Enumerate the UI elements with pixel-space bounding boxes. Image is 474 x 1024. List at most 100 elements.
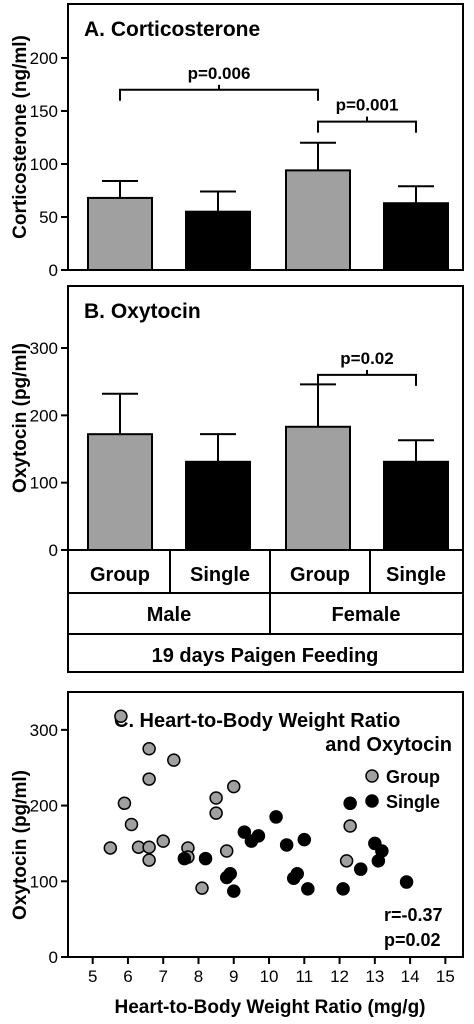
scatter-point-single [286,871,301,886]
scatter-point-group [209,791,223,805]
x-tick-label: 7 [158,967,167,986]
table-cell-female: Female [332,604,401,626]
x-tick-label: 10 [260,967,279,986]
group-table-frame [67,549,464,673]
bar [285,425,351,551]
legend-label-single: Single [386,792,440,812]
significance-label: p=0.001 [336,96,399,115]
legend-marker-single [365,794,379,808]
y-tick-label: 150 [30,102,58,121]
scatter-point-group [117,796,132,811]
panel-b-title: B. Oxytocin [84,300,201,323]
significance-label: p=0.02 [340,349,393,368]
scatter-point-single [301,882,315,896]
y-tick-label: 200 [30,797,58,816]
significance-label: p=0.006 [188,64,251,83]
scatter-point-single [219,870,234,885]
panel-c-frame [67,691,464,958]
panel-a-title: A. Corticosterone [84,18,260,41]
legend-label-group: Group [386,767,440,787]
significance-bracket [119,88,319,101]
y-tick-label: 100 [30,155,58,174]
scatter-point-single [371,854,386,868]
y-tick-label: 200 [30,49,58,68]
scatter-point-group [195,881,209,895]
x-tick-label: 6 [123,967,132,986]
scatter-point-single [343,796,357,811]
panel-a-y-axis-label: Corticosterone (ng/ml) [10,35,31,239]
bar [383,460,449,551]
table-cell-female-group: Group [290,564,350,586]
panel-b-oxytocin: B. Oxytocin Oxytocin (pg/ml) 0 100 200 300 p… [10,285,464,560]
bar [185,460,251,551]
legend-marker-group [365,769,379,783]
bar [87,433,153,552]
x-tick-label: 13 [365,967,384,986]
scatter-point-single [336,882,350,896]
x-tick-label: 12 [330,967,349,986]
scatter-point-single [244,834,259,848]
scatter-point-single [353,862,368,876]
group-table: Group Single Group Single Male Female 19… [67,549,464,673]
table-cell-male: Male [147,604,191,626]
x-tick-label: 11 [295,967,313,986]
legend: Group Single [365,767,440,812]
x-tick-label: 14 [401,967,420,986]
y-tick-label: 200 [30,406,58,425]
scatter-point-single [269,810,283,824]
scatter-point-group [156,834,170,848]
table-cell-female-single: Single [386,564,446,586]
scatter-point-single [227,884,241,898]
significance-bracket [317,120,417,133]
stats-r-value: r=-0.37 [384,905,443,925]
scatter-point-group [114,709,128,723]
panel-b-y-axis-label: Oxytocin (pg/ml) [10,343,31,493]
scatter-point-single [297,832,312,847]
panel-c-scatter: C. Heart-to-Body Weight Ratio and Oxytoc… [10,691,464,1018]
y-tick-label: 50 [39,208,58,227]
y-tick-label: 300 [30,721,58,740]
scatter-point-single [237,825,252,839]
scatter-point-group [142,840,156,854]
bar [285,169,351,271]
table-cell-male-single: Single [190,564,250,586]
panel-c-x-axis-label: Heart-to-Body Weight Ratio (mg/g) [114,997,425,1018]
scatter-point-group [227,779,241,794]
x-tick-label: 8 [194,967,203,986]
scatter-point-group [142,772,156,786]
bar [383,202,449,271]
y-tick-label: 0 [49,948,58,967]
panel-a-frame [67,3,464,271]
scatter-point-group [339,854,354,868]
bar [185,210,251,271]
scatter-point-group [142,853,156,867]
scatter-point-group [167,753,181,767]
scatter-point-group [343,819,357,833]
table-cell-male-group: Group [90,564,150,586]
panel-c-title-line2: and Oxytocin [325,734,452,756]
panel-a-corticosterone: A. Corticosterone Corticosterone (ng/ml)… [10,3,464,280]
y-tick-label: 100 [30,872,58,891]
panel-c-title-line1: C. Heart-to-Body Weight Ratio [114,710,400,732]
x-tick-label: 9 [229,967,238,986]
scatter-point-group [103,841,118,855]
scatter-point-single [399,875,414,889]
scatter-point-single [279,838,294,852]
scatter-point-single [177,851,192,866]
y-tick-label: 100 [30,474,58,493]
scatter-point-group [219,844,234,858]
x-tick-label: 5 [88,967,97,986]
y-tick-label: 0 [49,541,58,560]
bar [87,196,153,271]
scatter-point-group [124,817,139,832]
scatter-point-group [209,806,223,820]
table-cell-feeding: 19 days Paigen Feeding [152,645,379,667]
stats-p-value: p=0.02 [384,930,441,950]
y-tick-label: 0 [49,261,58,280]
x-tick-label: 15 [436,967,455,986]
panel-c-y-axis-label: Oxytocin (pg/ml) [10,770,31,920]
scatter-point-group [142,742,156,756]
y-tick-label: 300 [30,339,58,358]
scatter-point-single [198,851,213,866]
